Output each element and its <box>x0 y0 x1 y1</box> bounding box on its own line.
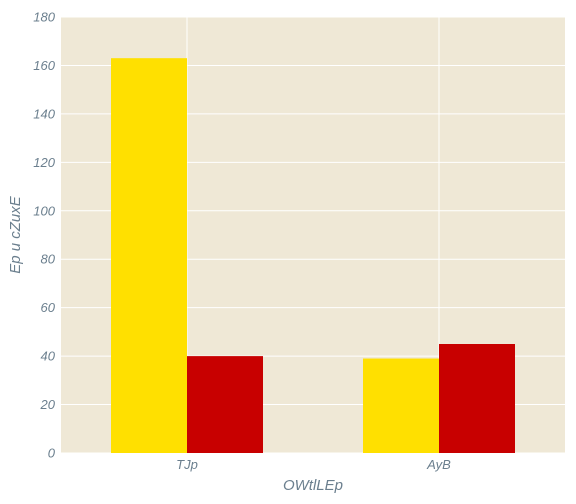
y-tick-label: 100 <box>33 203 55 218</box>
x-tick-label: AyB <box>426 457 451 472</box>
y-tick-label: 140 <box>33 106 55 121</box>
y-tick-label: 40 <box>41 349 56 364</box>
y-tick-label: 0 <box>48 446 56 461</box>
y-tick-label: 120 <box>33 155 55 170</box>
bar <box>187 356 263 453</box>
y-tick-label: 80 <box>41 252 56 267</box>
x-axis-label: OWtlLEp <box>283 477 343 494</box>
bar <box>363 358 439 453</box>
y-axis-ticks: 0 20 40 60 80 100 120 140 160 180 <box>33 10 55 461</box>
bars <box>111 58 515 454</box>
x-axis-ticks: TJp AyB <box>176 457 451 472</box>
y-tick-label: 20 <box>40 397 56 412</box>
bar <box>111 58 187 454</box>
y-tick-label: 160 <box>33 58 55 73</box>
y-axis-label: Ep u cZuxE <box>7 195 24 274</box>
y-tick-label: 60 <box>41 300 56 315</box>
y-tick-label: 180 <box>33 10 55 25</box>
bar <box>439 344 515 453</box>
x-tick-label: TJp <box>176 457 198 472</box>
